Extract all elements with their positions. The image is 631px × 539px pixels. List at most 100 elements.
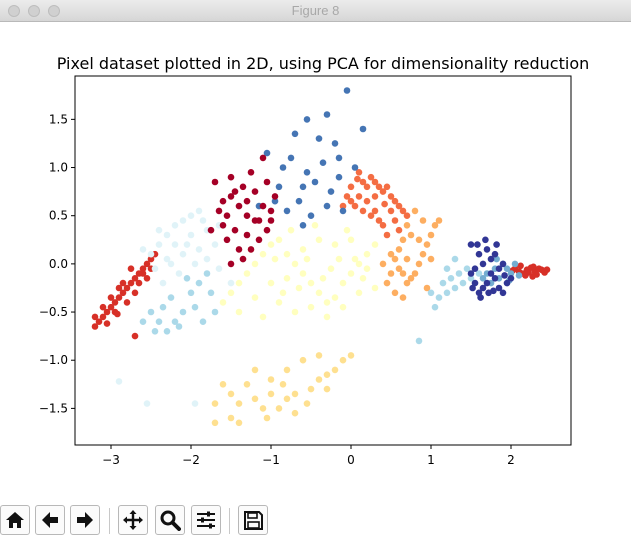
data-point (295, 197, 303, 205)
data-point (471, 279, 479, 287)
data-point (475, 250, 483, 258)
data-point (255, 236, 263, 244)
data-point (375, 183, 383, 191)
data-point (479, 275, 487, 282)
data-point (299, 270, 307, 277)
data-point (339, 207, 347, 215)
data-point (91, 313, 99, 321)
data-point (114, 310, 121, 318)
x-axis: −3 −2 −1 0 1 2 (102, 445, 515, 467)
data-point (255, 217, 263, 224)
close-window-button[interactable] (8, 5, 20, 17)
zoom-window-button[interactable] (48, 5, 60, 17)
data-point (155, 241, 163, 248)
data-point (247, 246, 255, 253)
data-point (263, 178, 271, 186)
move-icon (123, 510, 143, 530)
data-point (219, 222, 227, 229)
back-button[interactable] (35, 505, 65, 535)
data-point (239, 255, 247, 263)
data-point (387, 207, 395, 215)
data-point (295, 284, 303, 292)
data-point (371, 178, 379, 186)
data-point (315, 135, 323, 142)
save-button[interactable] (238, 505, 268, 535)
data-point (363, 197, 371, 205)
data-point (303, 255, 311, 263)
data-point (171, 318, 179, 326)
data-point (107, 303, 115, 311)
data-point (243, 197, 251, 205)
data-point (427, 231, 435, 239)
data-point (383, 183, 391, 191)
data-point (395, 202, 403, 210)
navigation-toolbar (0, 504, 631, 539)
data-point (355, 193, 363, 200)
data-point (251, 188, 259, 195)
data-point (387, 270, 395, 277)
data-point (383, 279, 391, 287)
data-point (267, 376, 275, 383)
data-point (223, 212, 231, 219)
data-point (291, 130, 299, 138)
data-point (143, 400, 151, 407)
data-point (331, 241, 339, 248)
y-tick-label: −1.5 (39, 401, 68, 415)
data-point (347, 183, 355, 191)
data-point (227, 279, 235, 287)
data-point (239, 183, 247, 191)
data-point (451, 284, 459, 292)
data-point (371, 193, 379, 200)
data-point (227, 414, 235, 422)
data-point (371, 284, 379, 292)
data-point (351, 164, 359, 171)
data-point (223, 236, 231, 244)
data-point (359, 207, 367, 215)
data-point (347, 270, 355, 277)
data-point (307, 385, 315, 393)
pan-button[interactable] (118, 505, 148, 535)
data-point (493, 241, 500, 248)
data-point (511, 260, 519, 268)
data-point (435, 294, 443, 301)
zoom-button[interactable] (155, 505, 185, 535)
home-button[interactable] (0, 505, 30, 535)
data-point (127, 265, 135, 272)
data-point (107, 294, 115, 301)
data-point (251, 366, 259, 374)
data-point (259, 154, 267, 162)
magnifier-icon (160, 510, 181, 531)
data-point (131, 332, 139, 340)
data-point (259, 405, 267, 412)
data-point (183, 275, 191, 282)
forward-button[interactable] (70, 505, 100, 535)
data-point (403, 222, 411, 229)
figure-canvas[interactable]: Pixel dataset plotted in 2D, using PCA f… (0, 22, 631, 499)
data-point (167, 294, 175, 301)
data-point (167, 260, 175, 268)
data-point (207, 289, 215, 297)
data-point (399, 270, 407, 277)
data-point (407, 231, 415, 239)
data-point (283, 275, 291, 282)
data-point (455, 270, 463, 277)
data-point (175, 323, 183, 330)
minimize-window-button[interactable] (28, 5, 40, 17)
data-point (143, 275, 151, 282)
data-point (495, 265, 503, 272)
data-point (287, 154, 295, 162)
data-point (323, 313, 331, 321)
data-point (479, 284, 487, 292)
data-point (395, 226, 403, 234)
data-point (399, 236, 407, 244)
data-point (271, 197, 279, 205)
data-point (487, 270, 495, 277)
data-point (231, 226, 239, 234)
data-point (171, 241, 179, 248)
data-point (411, 270, 419, 277)
data-point (483, 279, 491, 287)
data-point (163, 255, 171, 263)
data-point (403, 279, 411, 287)
configure-button[interactable] (191, 505, 221, 535)
data-point (323, 371, 331, 379)
